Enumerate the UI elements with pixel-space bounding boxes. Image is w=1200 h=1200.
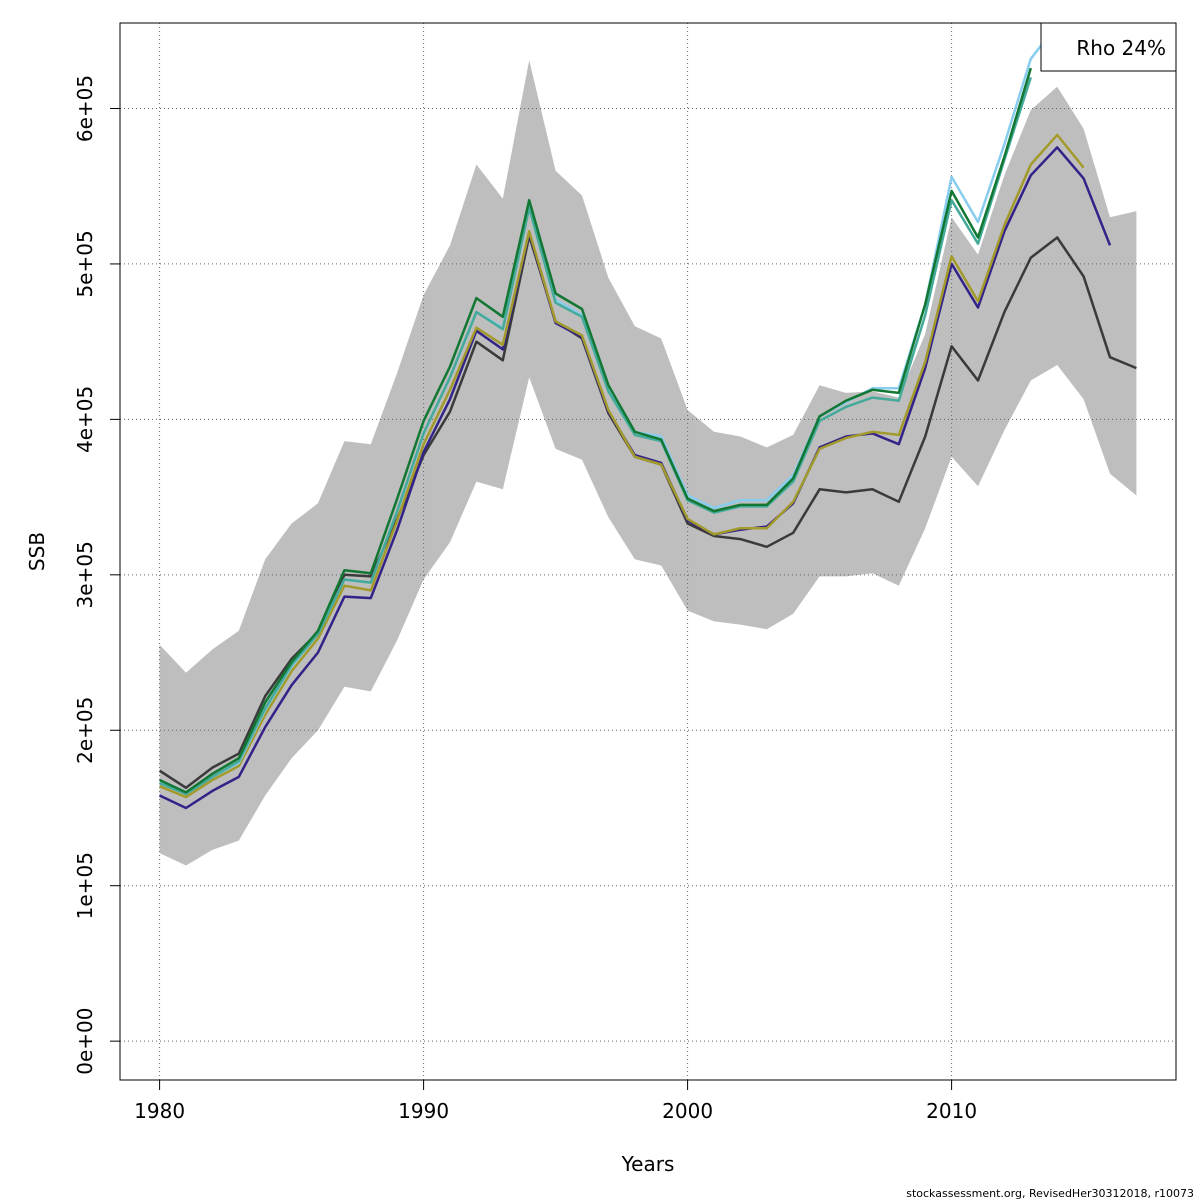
grid-layer	[120, 23, 1176, 1080]
confidence-band	[159, 60, 1137, 866]
y-axis-title: SSB	[25, 532, 49, 571]
x-tick-label: 2000	[662, 1099, 713, 1123]
confidence-band-layer	[159, 60, 1137, 866]
footer-credit: stockassessment.org, RevisedHer30312018,…	[906, 1187, 1194, 1200]
legend: Rho 24%	[1040, 22, 1177, 72]
x-axis-title: Years	[621, 1152, 675, 1176]
x-tick-label: 1990	[398, 1099, 449, 1123]
x-tick-label: 1980	[134, 1099, 185, 1123]
plot-frame	[119, 22, 1177, 1081]
series-layer	[158, 23, 1137, 810]
legend-text: Rho 24%	[1076, 36, 1166, 60]
legend-box	[1040, 22, 1177, 72]
y-tick-label: 0e+00	[73, 1008, 97, 1075]
series-line-6	[159, 67, 1032, 794]
y-tick-label: 6e+05	[73, 75, 97, 142]
y-tick-label: 5e+05	[73, 230, 97, 297]
series-line-3	[159, 133, 1085, 799]
y-tick-label: 3e+05	[73, 541, 97, 608]
series-line-5	[159, 77, 1032, 796]
y-tick-label: 4e+05	[73, 386, 97, 453]
axes-layer: 1980 1990 2000 2010 0e+00 1e+05 2e+05 3e+05 4e+0…	[73, 22, 1177, 1123]
y-tick-label: 2e+05	[73, 697, 97, 764]
x-tick-label: 2010	[926, 1099, 977, 1123]
y-tick-label: 1e+05	[73, 852, 97, 919]
